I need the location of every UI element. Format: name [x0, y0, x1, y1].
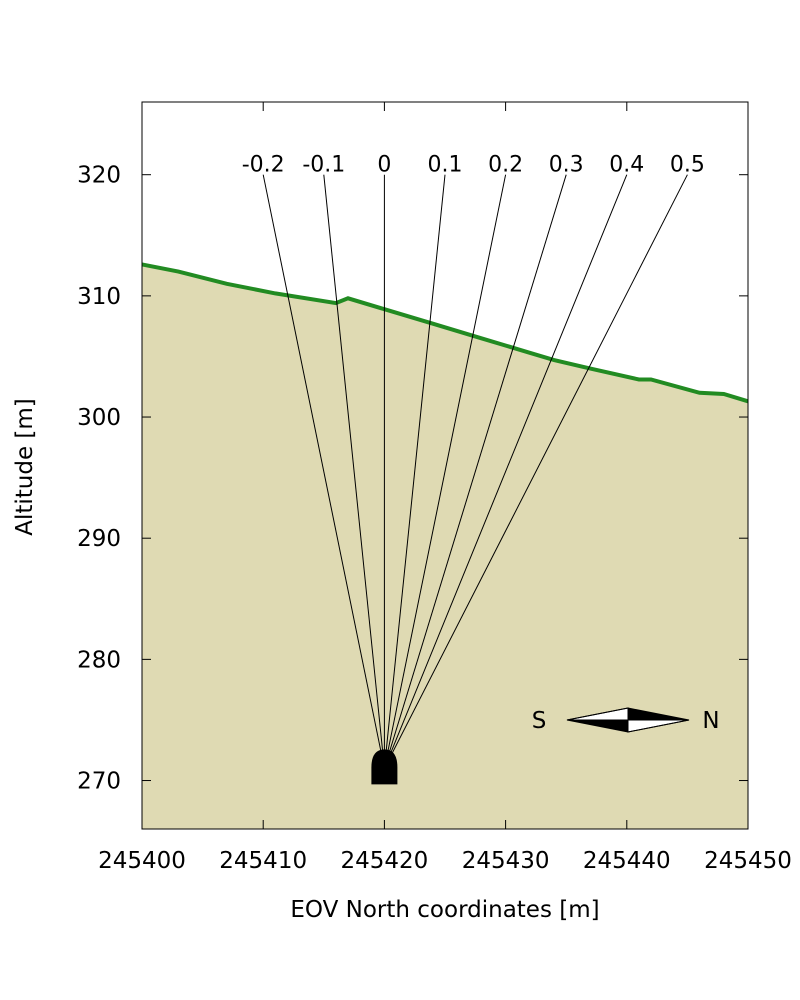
x-tick-label: 245400 — [98, 848, 186, 874]
ray-label: 0.5 — [670, 153, 705, 178]
x-tick-label: 245410 — [219, 848, 307, 874]
compass-left-label: S — [532, 708, 547, 734]
y-tick-label: 320 — [77, 163, 121, 189]
y-tick-label: 270 — [77, 769, 121, 795]
x-tick-label: 245440 — [583, 848, 671, 874]
ray-label: -0.1 — [302, 153, 345, 178]
tunnel-shape — [371, 749, 398, 785]
plot-frame — [141, 101, 749, 830]
x-axis: 245400 245410 245420 245430 245440 245450 — [98, 102, 792, 874]
x-tick-label: 245420 — [340, 848, 428, 874]
ray-line — [323, 174, 385, 769]
ray-line — [383, 174, 507, 769]
ray-label: -0.2 — [242, 153, 285, 178]
ray-label: 0 — [377, 153, 391, 178]
y-tick-label: 280 — [77, 647, 121, 673]
ray-line — [383, 174, 688, 769]
ray-line — [383, 174, 628, 769]
ray-label: 0.1 — [428, 153, 463, 178]
compass-rose: S N — [532, 707, 720, 734]
ray-label: 0.4 — [609, 153, 644, 178]
compass-outline — [566, 707, 690, 733]
y-tick-label: 300 — [77, 405, 121, 431]
ray-label: 0.2 — [488, 153, 523, 178]
y-tick-label: 310 — [77, 284, 121, 310]
y-tick-label: 290 — [77, 526, 121, 552]
x-tick-label: 245430 — [462, 848, 550, 874]
ray-line — [262, 174, 385, 769]
ray-line — [383, 174, 567, 769]
tunnel-body — [371, 749, 398, 785]
y-axis-title: Altitude [m] — [12, 398, 38, 536]
ray-line — [383, 174, 446, 769]
y-axis: 270 280 290 300 310 320 — [77, 163, 748, 795]
compass-right-label: N — [702, 708, 719, 734]
ground-surface-line — [141, 262, 749, 404]
ray-label: 0.3 — [549, 153, 584, 178]
ray-lines: -0.2 -0.1 0 0.1 0.2 0.3 0.4 0.5 — [242, 153, 705, 769]
x-axis-title: EOV North coordinates [m] — [290, 897, 599, 923]
x-tick-label: 245450 — [704, 848, 792, 874]
ground-fill — [142, 264, 748, 829]
